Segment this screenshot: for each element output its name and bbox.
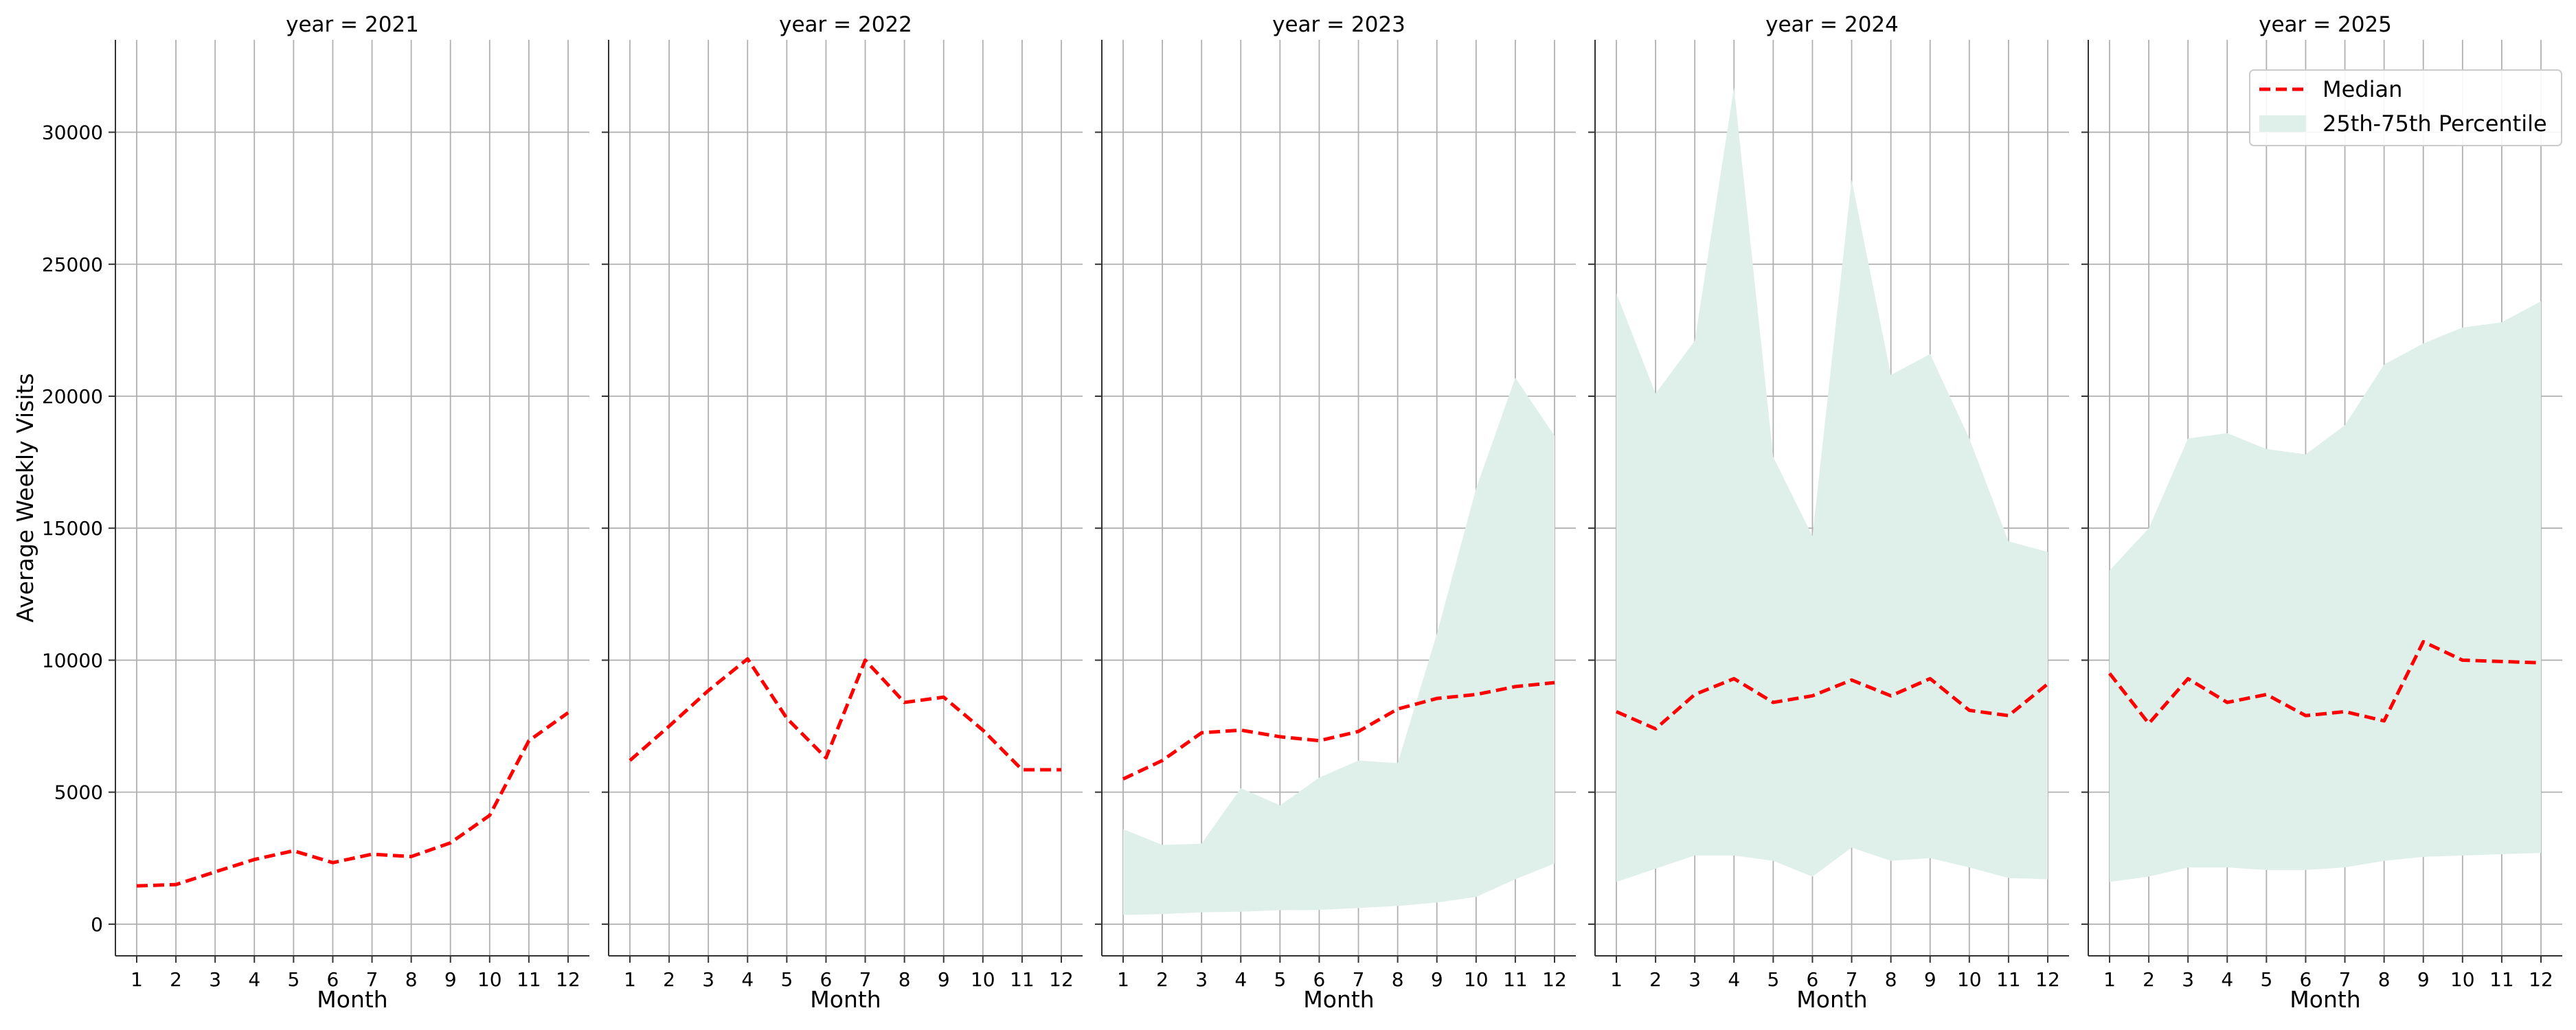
x-tick-label: 5 (780, 968, 793, 991)
x-tick-label: 8 (1392, 968, 1404, 991)
x-tick-label: 6 (2300, 968, 2312, 991)
x-tick-label: 2 (1649, 968, 1662, 991)
x-tick-label: 7 (1353, 968, 1365, 991)
x-tick-label: 1 (2103, 968, 2116, 991)
x-tick-label: 7 (2339, 968, 2351, 991)
x-tick-label: 8 (899, 968, 911, 991)
x-tick-label: 9 (2417, 968, 2430, 991)
y-tick-label: 10000 (42, 649, 103, 672)
legend-band-swatch (2259, 115, 2306, 132)
x-tick-label: 4 (741, 968, 754, 991)
y-tick-label: 0 (91, 913, 103, 936)
x-tick-label: 11 (2489, 968, 2514, 991)
percentile-band (1616, 87, 2048, 882)
x-tick-label: 6 (820, 968, 833, 991)
facet-title: year = 2025 (2259, 12, 2392, 37)
y-tick-label: 30000 (42, 122, 103, 144)
x-tick-label: 11 (1503, 968, 1528, 991)
facet-title: year = 2021 (286, 12, 419, 37)
x-axis-label: Month (2290, 986, 2360, 1013)
median-line (136, 711, 569, 888)
facet-title: year = 2024 (1765, 12, 1899, 37)
x-tick-label: 6 (1807, 968, 1819, 991)
x-axis-label: Month (810, 986, 881, 1013)
x-tick-label: 11 (1996, 968, 2021, 991)
x-tick-label: 3 (209, 968, 221, 991)
x-tick-label: 5 (2260, 968, 2272, 991)
x-tick-label: 3 (1688, 968, 1701, 991)
x-tick-label: 5 (1767, 968, 1779, 991)
x-tick-label: 10 (1464, 968, 1489, 991)
x-tick-label: 3 (702, 968, 714, 991)
x-tick-label: 1 (624, 968, 636, 991)
median-line (1615, 676, 2049, 731)
legend-frame (2249, 69, 2562, 146)
x-tick-label: 1 (1610, 968, 1623, 991)
y-tick-label: 5000 (54, 781, 103, 804)
x-tick-label: 4 (1234, 968, 1247, 991)
x-tick-label: 3 (2182, 968, 2194, 991)
y-tick-label: 15000 (42, 517, 103, 540)
x-axis-label: Month (317, 986, 387, 1013)
x-tick-label: 12 (1542, 968, 1567, 991)
x-tick-label: 2 (663, 968, 675, 991)
median-line (1122, 680, 1555, 781)
x-tick-label: 12 (556, 968, 580, 991)
x-tick-label: 12 (1049, 968, 1074, 991)
x-tick-label: 11 (1010, 968, 1035, 991)
x-tick-label: 4 (1728, 968, 1740, 991)
x-tick-label: 9 (938, 968, 950, 991)
x-tick-label: 6 (1313, 968, 1326, 991)
x-tick-label: 2 (1156, 968, 1168, 991)
facet-title: year = 2022 (779, 12, 912, 37)
x-tick-label: 12 (2529, 968, 2553, 991)
median-line (629, 657, 1061, 772)
x-tick-label: 4 (248, 968, 260, 991)
median-line (2108, 640, 2542, 726)
percentile-band (2110, 301, 2541, 882)
x-tick-label: 5 (1274, 968, 1286, 991)
x-tick-label: 12 (2035, 968, 2060, 991)
x-tick-label: 8 (1885, 968, 1897, 991)
y-tick-label: 20000 (42, 385, 103, 408)
legend-label-median: Median (2323, 76, 2402, 102)
x-tick-label: 4 (2221, 968, 2233, 991)
x-tick-label: 10 (2450, 968, 2475, 991)
percentile-band (1123, 378, 1555, 915)
x-tick-label: 6 (327, 968, 339, 991)
x-tick-label: 8 (2378, 968, 2391, 991)
legend: Median 25th-75th Percentile (2249, 69, 2562, 146)
x-tick-label: 1 (131, 968, 143, 991)
x-axis-label: Month (1796, 986, 1867, 1013)
x-tick-label: 5 (287, 968, 300, 991)
x-tick-label: 11 (517, 968, 541, 991)
y-tick-label: 25000 (42, 253, 103, 276)
y-axis-label: Average Weekly Visits (12, 373, 38, 622)
legend-label-percentile: 25th-75th Percentile (2323, 111, 2547, 137)
x-tick-label: 7 (1846, 968, 1858, 991)
x-tick-label: 8 (405, 968, 418, 991)
x-tick-label: 1 (1117, 968, 1129, 991)
x-tick-label: 7 (859, 968, 872, 991)
x-tick-label: 9 (1431, 968, 1443, 991)
x-tick-label: 3 (1195, 968, 1208, 991)
x-axis-label: Month (1303, 986, 1374, 1013)
x-tick-label: 10 (477, 968, 502, 991)
x-tick-label: 10 (971, 968, 995, 991)
x-tick-label: 2 (2143, 968, 2155, 991)
x-tick-label: 2 (170, 968, 182, 991)
panel-2021: 1 2 3 4 5 6 7 8 9 10 11 120500010000150002000025000… (42, 12, 589, 1013)
x-tick-label: 9 (444, 968, 457, 991)
x-tick-label: 7 (366, 968, 379, 991)
facet-title: year = 2023 (1272, 12, 1405, 37)
x-tick-label: 9 (1924, 968, 1936, 991)
x-tick-label: 10 (1957, 968, 1982, 991)
